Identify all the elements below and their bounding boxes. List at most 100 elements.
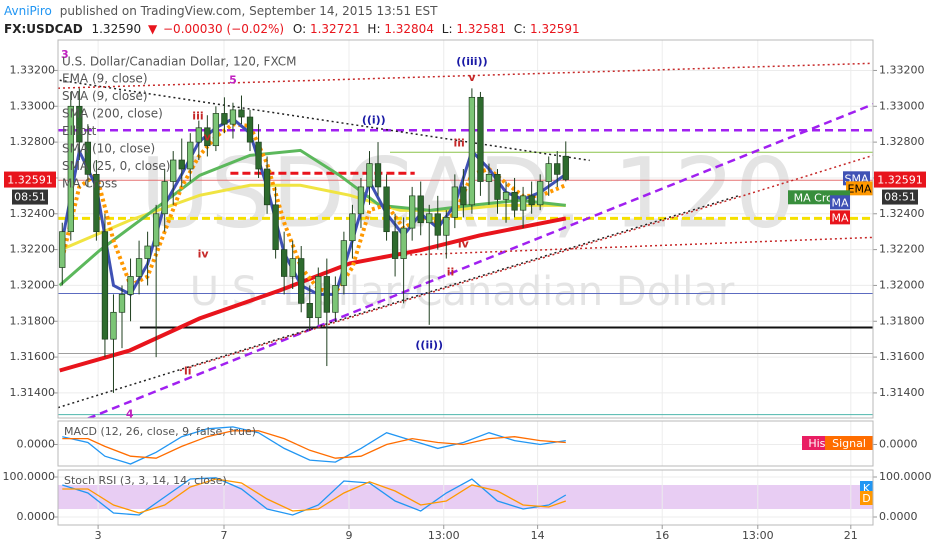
x-tick-label: 9 (346, 529, 353, 542)
candle-body (477, 96, 484, 182)
open-label: O: (293, 22, 306, 36)
tag-label: MA (831, 196, 848, 209)
wave-label: 3 (61, 48, 69, 61)
drawing-line (87, 103, 873, 418)
candle-body (460, 186, 467, 206)
last-price-label: 1.32591 (877, 174, 923, 187)
high: 1.32804 (384, 22, 434, 36)
indicator-line (62, 430, 566, 459)
low-label: L: (442, 22, 453, 36)
candle-body (127, 276, 134, 295)
close: 1.32591 (530, 22, 580, 36)
wave-label: iii (453, 136, 464, 149)
y-tick-label: 1.31400 (879, 386, 925, 399)
indicator-line (62, 478, 567, 514)
candle-body (340, 240, 348, 286)
y-tick-label: 1.32000 (10, 278, 56, 291)
drawing-line (59, 79, 590, 162)
candle-body (562, 155, 569, 180)
tag-box (846, 181, 873, 196)
candle-body (409, 195, 416, 229)
candle-body (289, 258, 296, 277)
publish-line: AvniPiro published on TradingView.com, S… (4, 4, 438, 18)
tag-box (825, 436, 873, 450)
wave-label: iv (198, 247, 210, 260)
candle-body (502, 191, 510, 200)
x-tick-label: 3 (95, 529, 102, 542)
countdown-box (12, 189, 48, 205)
drawing-line (58, 194, 741, 409)
x-tick-label: 13:00 (742, 529, 774, 542)
tag-label: Signal (832, 437, 866, 450)
change: −0.00030 (−0.02%) (163, 22, 284, 36)
candle-body (161, 181, 168, 215)
candle-body (298, 258, 305, 304)
high-label: H: (367, 22, 380, 36)
y-tick-label: 1.31600 (10, 350, 56, 363)
x-tick-label: 13:00 (428, 529, 460, 542)
indicator-line (62, 426, 566, 465)
countdown: 08:51 (14, 191, 46, 204)
candle-body (152, 213, 160, 247)
symbol: FX:USDCAD (4, 22, 83, 36)
y-tick-label: 100.0000 (3, 470, 56, 483)
panel-frame (57, 469, 874, 526)
tag-label: D (862, 492, 870, 505)
candle-body (494, 174, 501, 200)
candle-body (84, 141, 92, 175)
candle-body (434, 213, 441, 236)
wave-label: ((iii)) (456, 55, 487, 68)
candle-body (144, 245, 151, 259)
candle-body (272, 204, 279, 250)
y-tick-label: 1.31800 (879, 314, 925, 327)
y-tick-label: 1.32800 (879, 135, 925, 148)
x-tick-label: 14 (531, 529, 545, 542)
wave-label: ((i)) (362, 113, 386, 126)
y-tick-label: 1.33200 (10, 63, 56, 76)
candle-body (204, 127, 211, 147)
legend-entry: MA Cross (62, 177, 117, 191)
x-tick-label: 16 (655, 529, 669, 542)
indicator-title: Stoch RSI (3, 3, 14, 14, close) (64, 474, 227, 487)
legend-entry: SMA (200, close) (62, 107, 163, 121)
candle-body (255, 141, 262, 170)
y-tick-label: 1.33000 (10, 99, 56, 112)
last-price-box (4, 171, 56, 188)
wave-label: ii (447, 265, 455, 278)
candle-body (528, 195, 535, 206)
drawing-line (58, 62, 873, 89)
candle-body (426, 213, 433, 224)
panel-frame (57, 420, 874, 467)
candle-body (485, 174, 493, 182)
y-tick-label: 1.33000 (879, 99, 925, 112)
chart-title: U.S. Dollar/Canadian Dollar, 120, FXCM (62, 55, 297, 69)
candle-body (537, 181, 544, 206)
candle-body (332, 285, 339, 313)
y-tick-label: 100.0000 (879, 470, 932, 483)
candle-body (281, 249, 288, 277)
y-tick-label: 1.31600 (879, 350, 925, 363)
candle-body (263, 168, 271, 206)
low: 1.32581 (456, 22, 506, 36)
drawing-line (400, 236, 873, 257)
countdown-box (882, 189, 918, 205)
tag-label: Hist (808, 437, 830, 450)
legend-entry: EMA (9, close) (62, 72, 148, 86)
published: published on TradingView.com, September … (60, 4, 438, 18)
author[interactable]: AvniPiro (4, 4, 52, 18)
candle-body (451, 186, 458, 218)
candle-body (383, 186, 390, 233)
moving-average (60, 122, 567, 295)
panel (58, 470, 873, 525)
candle-body (76, 105, 83, 143)
y-tick-label: 1.32400 (879, 207, 925, 220)
y-tick-label: 1.32000 (879, 278, 925, 291)
y-tick-label: 0.0000 (879, 510, 918, 523)
tag-label: K (863, 482, 871, 495)
wave-label: 5 (229, 73, 237, 86)
candle-body (93, 174, 100, 233)
y-tick-label: 1.32400 (10, 207, 56, 220)
last-price-label: 1.32591 (7, 174, 53, 187)
